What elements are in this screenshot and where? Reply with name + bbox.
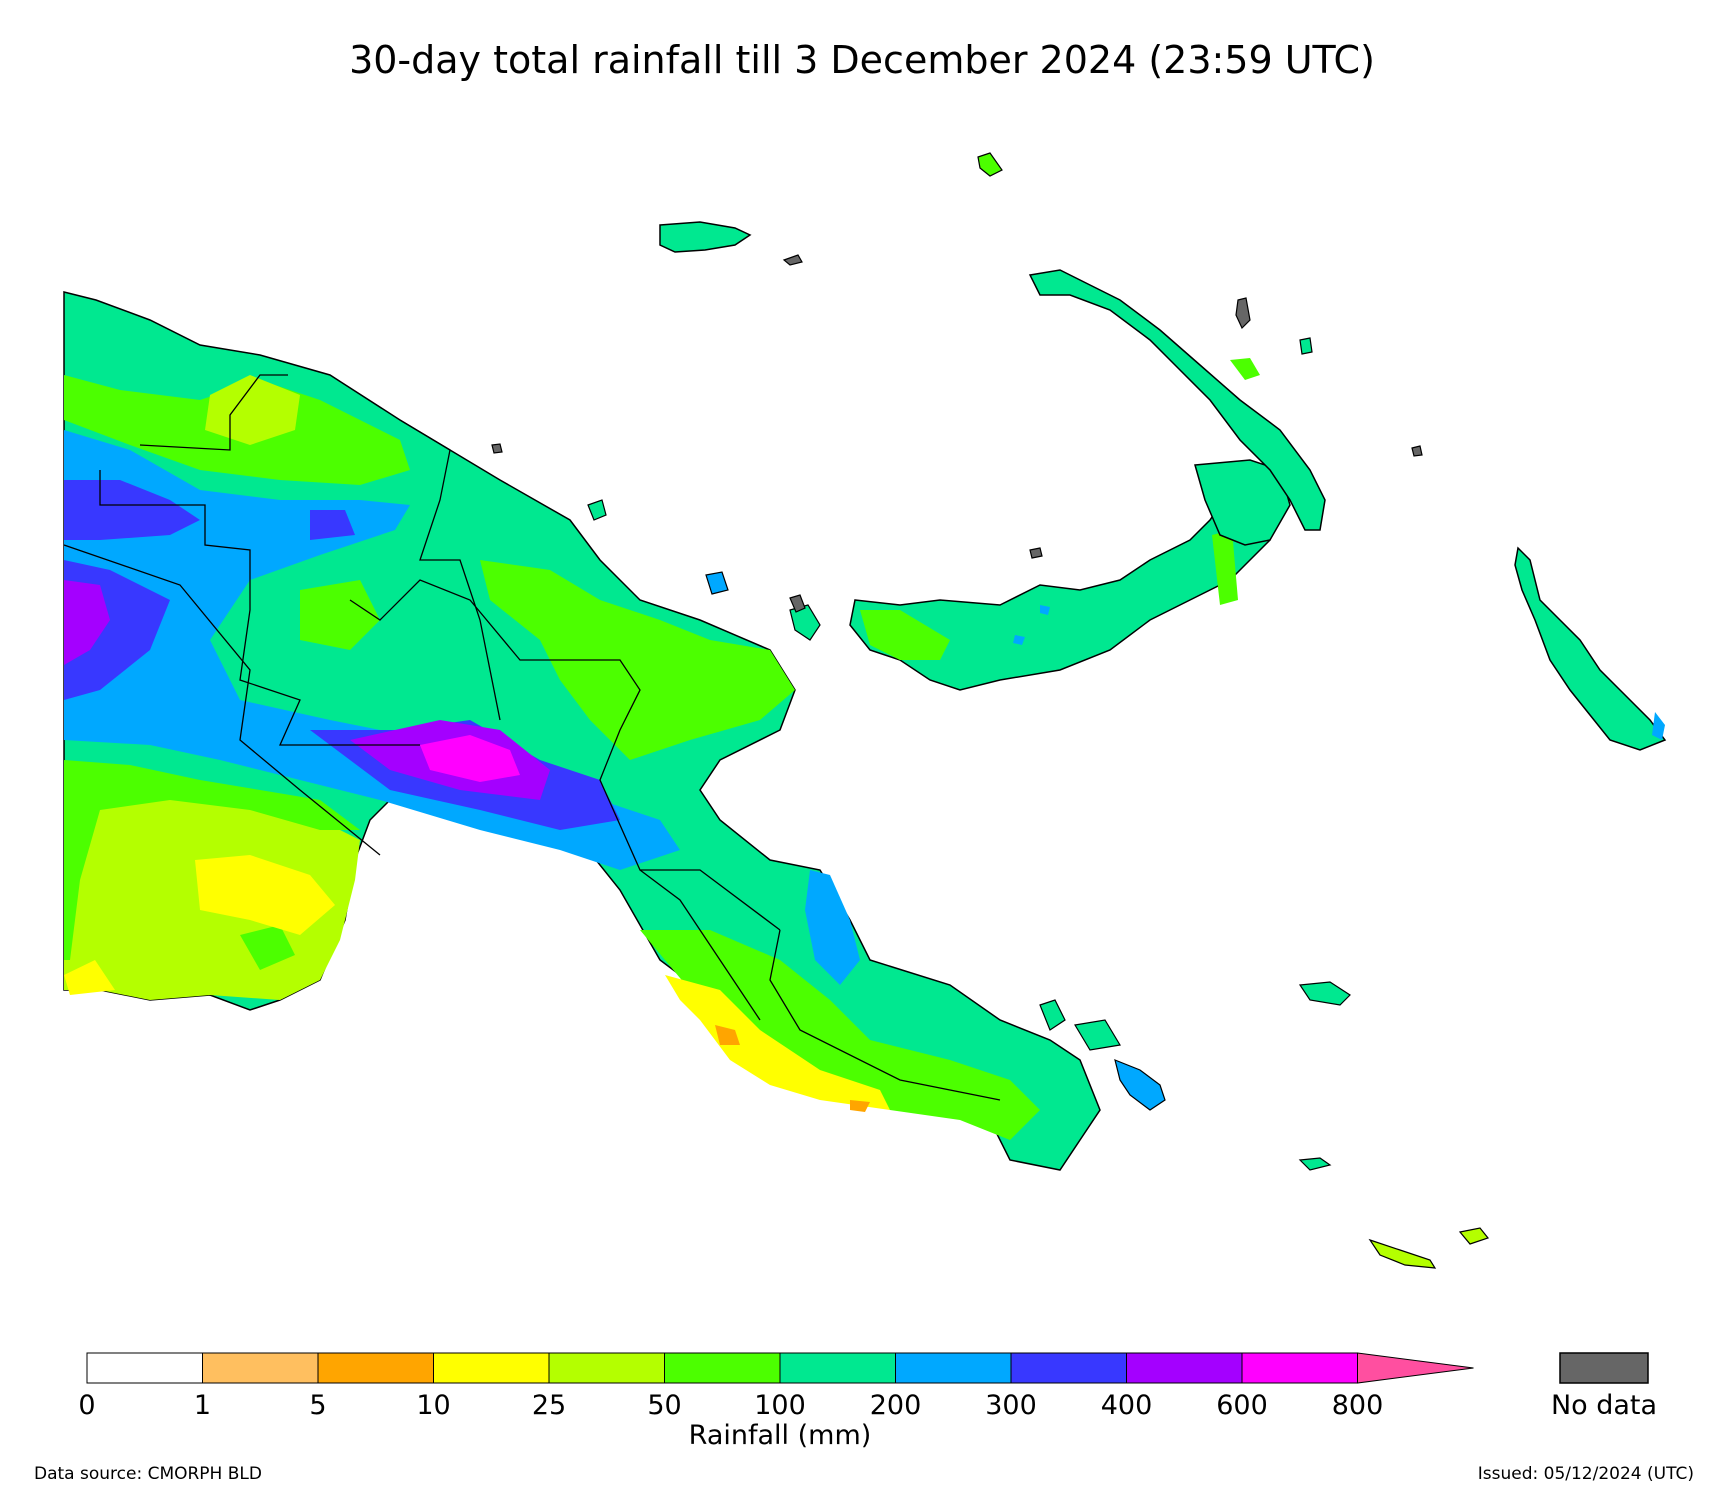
new-ireland-50-100 bbox=[1230, 358, 1260, 380]
colorbar-bin-10-25 bbox=[433, 1352, 550, 1384]
colorbar-bin-400-600 bbox=[1126, 1352, 1243, 1384]
bougainville bbox=[1514, 546, 1667, 751]
small-islands bbox=[491, 152, 1490, 1269]
central-zone-50-100 bbox=[300, 560, 795, 760]
island-woodlark bbox=[1298, 981, 1351, 1006]
east-band-200-300 bbox=[805, 870, 860, 985]
colorbar-tick-label: 400 bbox=[1101, 1390, 1153, 1421]
island-karkar bbox=[587, 499, 607, 521]
island-normanby bbox=[1114, 1059, 1166, 1111]
island-trobriand bbox=[1298, 1157, 1332, 1171]
colorbar-tick-label: 50 bbox=[647, 1390, 681, 1421]
issued-date: Issued: 05/12/2024 (UTC) bbox=[1477, 1464, 1694, 1484]
southeast-zone-5-10 bbox=[715, 1025, 870, 1112]
province-borders bbox=[63, 374, 1001, 1101]
north-zone-25-50 bbox=[205, 375, 300, 445]
island-green-small bbox=[1299, 337, 1313, 355]
no-data-label: No data bbox=[1551, 1390, 1657, 1421]
peak-600-800 bbox=[420, 735, 520, 782]
colorbar-bin-5-10 bbox=[317, 1352, 434, 1384]
island-long bbox=[705, 571, 729, 595]
southeast-zone-10-25 bbox=[665, 975, 890, 1110]
colorbar-tick-label: 0 bbox=[78, 1390, 95, 1421]
new-britain-50-100 bbox=[860, 530, 1238, 660]
south-zone-50-100 bbox=[64, 760, 360, 970]
island-sudest bbox=[1368, 1238, 1437, 1269]
colorbar-tick-label: 10 bbox=[416, 1390, 450, 1421]
colorbar-tick-label: 800 bbox=[1332, 1390, 1384, 1421]
island-nodata-4 bbox=[491, 443, 503, 454]
island-north-green bbox=[977, 152, 1003, 177]
colorbar-tick-label: 600 bbox=[1216, 1390, 1268, 1421]
colorbar-bin-300-400 bbox=[1010, 1352, 1127, 1384]
colorbar-tick-label: 5 bbox=[309, 1390, 326, 1421]
no-data-swatch bbox=[1559, 1352, 1649, 1384]
colorbar-label: Rainfall (mm) bbox=[689, 1420, 872, 1451]
island-nodata-2 bbox=[782, 254, 803, 266]
island-lihir-nodata bbox=[1235, 297, 1251, 330]
south-zone-10-25 bbox=[64, 855, 335, 995]
island-rossel bbox=[1458, 1227, 1490, 1245]
colorbar-tick-label: 100 bbox=[754, 1390, 806, 1421]
colorbar-bin-25-50 bbox=[548, 1352, 665, 1384]
new-britain-200-300 bbox=[1013, 605, 1050, 645]
colorbar-ticks: 0 1 5 10 25 50 100 200 300 400 600 800 bbox=[78, 1390, 1383, 1421]
colorbar-bins bbox=[86, 1352, 1474, 1384]
colorbar-bin-50-100 bbox=[664, 1352, 781, 1384]
island-nodata-5 bbox=[1029, 547, 1043, 559]
colorbar-tick-label: 25 bbox=[532, 1390, 566, 1421]
rainfall-map bbox=[63, 152, 1667, 1269]
island-goodenough bbox=[1039, 999, 1066, 1031]
mainland-new-guinea bbox=[63, 291, 1101, 1171]
new-britain-north bbox=[1194, 459, 1291, 546]
bougainville-200-300 bbox=[1652, 712, 1665, 740]
island-nodata-1 bbox=[789, 594, 806, 613]
colorbar-bin-100-200 bbox=[779, 1352, 896, 1384]
colorbar-bin-200-300 bbox=[895, 1352, 1012, 1384]
colorbar-bin-0-1 bbox=[86, 1352, 203, 1384]
west-band-200-300 bbox=[64, 430, 680, 870]
colorbar-tick-label: 300 bbox=[985, 1390, 1037, 1421]
colorbar-extension-arrow bbox=[1357, 1352, 1474, 1384]
data-source: Data source: CMORPH BLD bbox=[34, 1464, 262, 1484]
island-fergusson bbox=[1074, 1019, 1121, 1051]
page-title: 30-day total rainfall till 3 December 20… bbox=[349, 38, 1375, 82]
island-nodata-3 bbox=[1411, 445, 1423, 457]
colorbar-tick-label: 1 bbox=[194, 1390, 211, 1421]
new-ireland bbox=[1028, 269, 1326, 531]
manus-island bbox=[659, 221, 752, 253]
island-umboi bbox=[789, 604, 821, 641]
colorbar-bin-1-5 bbox=[202, 1352, 319, 1384]
colorbar-tick-label: 200 bbox=[870, 1390, 922, 1421]
colorbar-bin-600-800 bbox=[1241, 1352, 1358, 1384]
